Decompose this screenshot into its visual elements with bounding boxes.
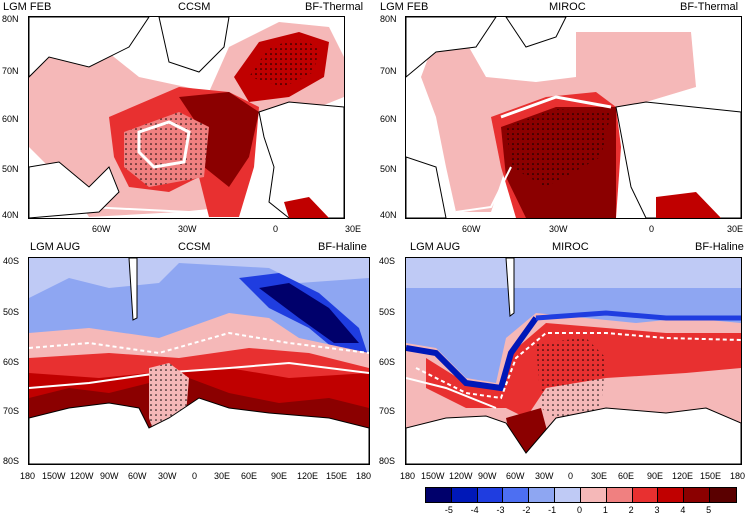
map-panel-tr — [405, 16, 742, 219]
bl-ytick-70s: 70S — [3, 406, 20, 416]
bl-xtick: 120E — [297, 471, 319, 481]
br-xtick: 120E — [672, 471, 694, 481]
panel-br-model-title: MIROC — [552, 241, 589, 253]
colorbar-label: 5 — [706, 505, 712, 515]
br-xtick: 90E — [647, 471, 664, 481]
br-xtick: 30E — [591, 471, 608, 481]
map-panel-bl — [28, 257, 370, 465]
br-ytick-50s: 50S — [379, 307, 396, 317]
colorbar-swatch — [503, 488, 530, 502]
panel-tr-left-title: LGM FEB — [380, 1, 429, 13]
br-ytick-70s: 70S — [379, 406, 396, 416]
panel-tl-left-title: LGM FEB — [3, 1, 52, 13]
bl-xtick: 180 — [356, 471, 372, 481]
colorbar-swatch — [606, 488, 633, 502]
colorbar-swatch — [426, 488, 452, 502]
colorbar-label: 2 — [628, 505, 634, 515]
colorbar-swatch — [632, 488, 659, 502]
bl-ytick-50s: 50S — [3, 307, 20, 317]
br-ytick-60s: 60S — [379, 357, 396, 367]
bl-xtick: 150E — [326, 471, 348, 481]
bl-xticks: 180 150W 120W 90W 60W 30W 0 30E 60E 90E … — [20, 471, 376, 483]
tr-ytick-50n: 50N — [380, 164, 397, 174]
br-xtick: 150W — [421, 471, 445, 481]
br-ytick-80s: 80S — [379, 456, 396, 466]
colorbar-swatch — [684, 488, 711, 502]
bl-xtick: 60W — [128, 471, 147, 481]
br-xtick: 30W — [535, 471, 554, 481]
tr-xtick-0: 0 — [649, 224, 655, 234]
colorbar-swatch — [710, 488, 736, 502]
br-xtick: 120W — [449, 471, 473, 481]
colorbar-label: 4 — [680, 505, 686, 515]
bl-ytick-80s: 80S — [3, 456, 20, 466]
bl-ytick-40s: 40S — [3, 256, 20, 266]
br-xtick: 180 — [730, 471, 746, 481]
colorbar-swatch — [477, 488, 504, 502]
br-xtick: 60E — [618, 471, 635, 481]
panel-br-left-title: LGM AUG — [410, 241, 461, 253]
tl-ytick-60n: 60N — [2, 114, 19, 124]
tr-ytick-40n: 40N — [380, 210, 397, 220]
tl-ytick-50n: 50N — [2, 164, 19, 174]
colorbar-label: -1 — [548, 505, 557, 515]
tl-xtick-30w: 30W — [178, 224, 197, 234]
panel-tl-right-title: BF-Thermal — [305, 1, 364, 13]
colorbar-swatch — [580, 488, 607, 502]
br-xtick: 0 — [568, 471, 574, 481]
colorbar-swatch — [529, 488, 556, 502]
tl-xtick-0: 0 — [273, 224, 279, 234]
colorbar-labels: -5 -4 -3 -2 -1 0 1 2 3 4 5 — [425, 505, 737, 517]
tr-ytick-70n: 70N — [380, 66, 397, 76]
bl-xtick: 120W — [70, 471, 94, 481]
map-panel-tl — [28, 16, 345, 219]
colorbar-label: -3 — [496, 505, 505, 515]
br-xtick: 60W — [506, 471, 525, 481]
tr-xtick-60w: 60W — [462, 224, 481, 234]
br-xticks: 180 150W 120W 90W 60W 30W 0 30E 60E 90E … — [400, 471, 750, 483]
panel-br-right-title: BF-Haline — [695, 241, 744, 253]
panel-bl-right-title: BF-Haline — [318, 241, 367, 253]
panel-bl-left-title: LGM AUG — [30, 241, 81, 253]
tl-xtick-60w: 60W — [92, 224, 111, 234]
panel-tl-model-title: CCSM — [178, 1, 211, 13]
tr-ytick-80n: 80N — [380, 14, 397, 24]
br-ytick-40s: 40S — [379, 256, 396, 266]
colorbar-label: -4 — [470, 505, 479, 515]
panel-bl-model-title: CCSM — [178, 241, 211, 253]
panel-tr-right-title: BF-Thermal — [680, 1, 739, 13]
tr-xtick-30w: 30W — [549, 224, 568, 234]
colorbar-label: 0 — [577, 505, 583, 515]
tl-ytick-40n: 40N — [2, 210, 19, 220]
colorbar — [425, 487, 737, 503]
colorbar-swatch — [451, 488, 478, 502]
map-panel-br — [405, 257, 742, 465]
bl-xtick: 0 — [192, 471, 198, 481]
bl-xtick: 150W — [42, 471, 66, 481]
bl-xtick: 60E — [241, 471, 258, 481]
tr-xtick-30e: 30E — [727, 224, 744, 234]
bl-xtick: 90E — [271, 471, 288, 481]
tr-ytick-60n: 60N — [380, 114, 397, 124]
br-xtick: 180 — [400, 471, 416, 481]
br-xtick: 150E — [700, 471, 722, 481]
tl-xtick-30e: 30E — [345, 224, 362, 234]
bl-ytick-60s: 60S — [3, 357, 20, 367]
br-xtick: 90W — [478, 471, 497, 481]
colorbar-label: 1 — [602, 505, 608, 515]
tl-ytick-80n: 80N — [2, 14, 19, 24]
bl-xtick: 30W — [158, 471, 177, 481]
colorbar-swatch — [658, 488, 685, 502]
bl-xtick: 180 — [20, 471, 36, 481]
colorbar-label: 3 — [654, 505, 660, 515]
tl-ytick-70n: 70N — [2, 66, 19, 76]
colorbar-swatch — [555, 488, 581, 502]
colorbar-label: -5 — [444, 505, 453, 515]
bl-xtick: 30E — [214, 471, 231, 481]
bl-xtick: 90W — [100, 471, 119, 481]
colorbar-label: -2 — [522, 505, 531, 515]
panel-tr-model-title: MIROC — [549, 1, 586, 13]
